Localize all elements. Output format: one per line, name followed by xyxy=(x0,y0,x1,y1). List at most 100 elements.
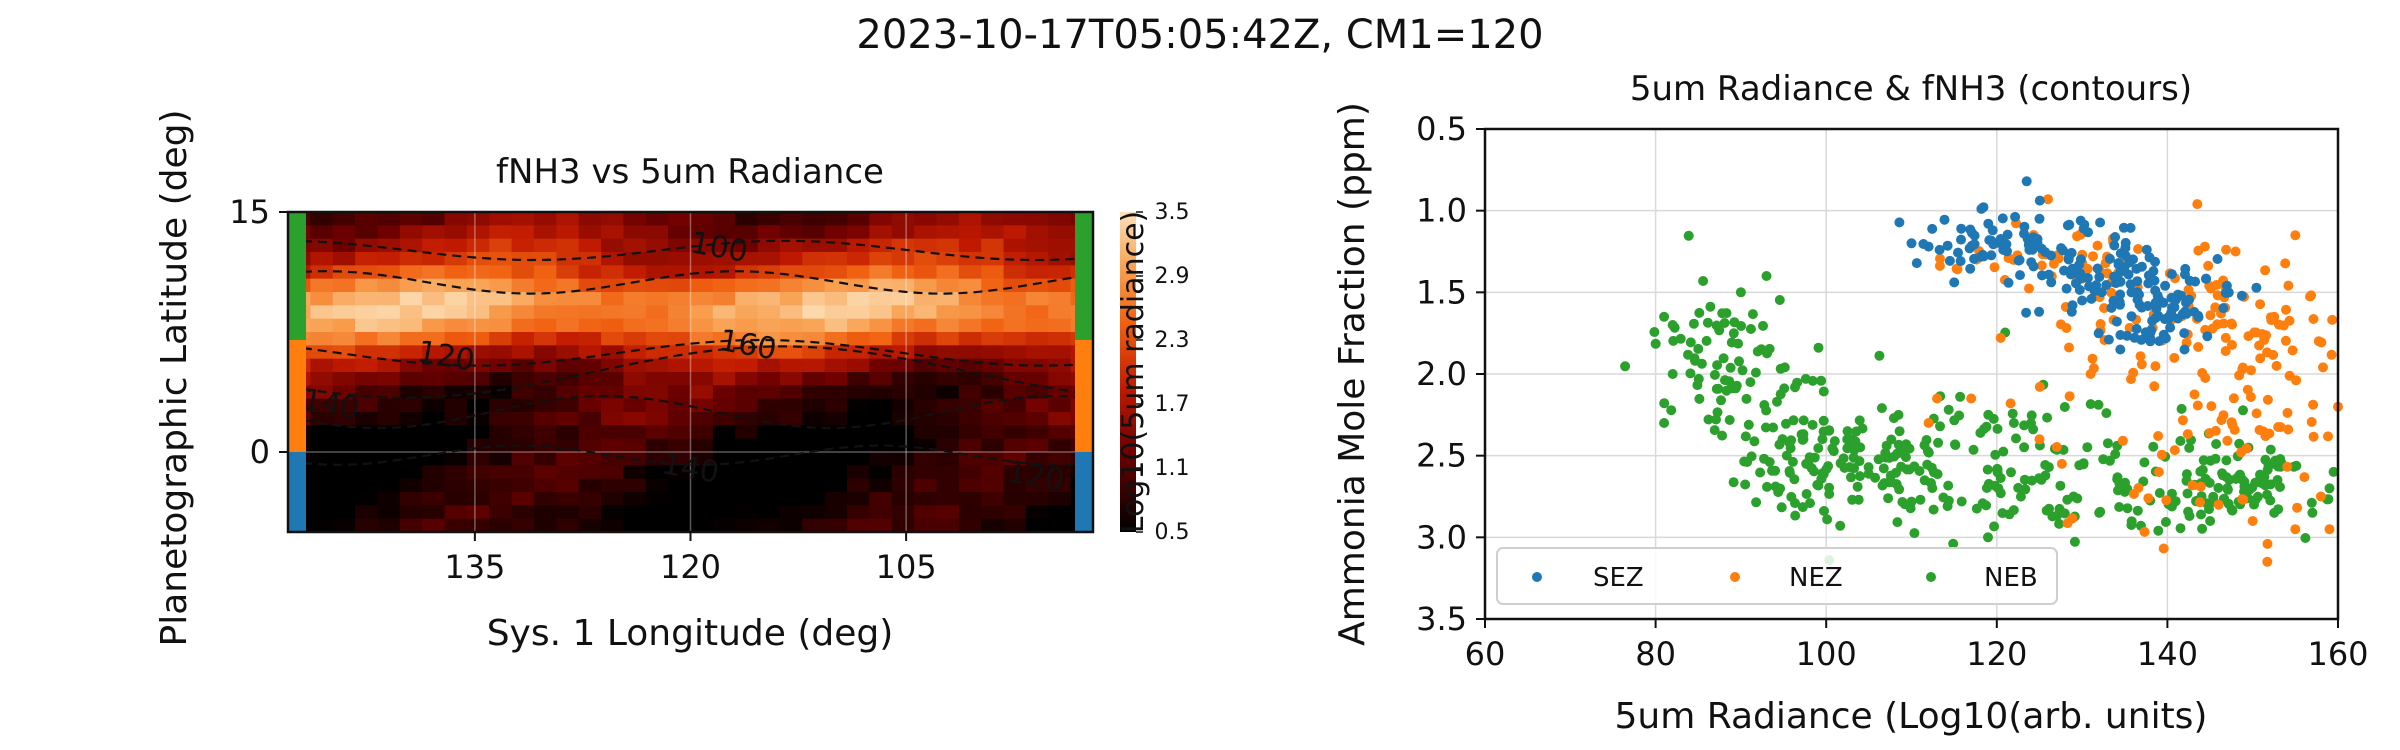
heatmap-cell xyxy=(355,305,379,320)
heatmap-cell xyxy=(802,372,826,386)
heatmap-cell xyxy=(601,292,625,306)
heatmap-cell xyxy=(533,478,557,493)
scatter-point-sez xyxy=(2014,255,2025,265)
heatmap-cell xyxy=(444,278,468,293)
scatter-y-tick-label: 3.0 xyxy=(1416,518,1467,556)
scatter-point-neb xyxy=(1786,491,1797,502)
scatter-point-nez xyxy=(2283,280,2294,291)
heatmap-cell xyxy=(578,278,602,293)
heatmap-cell xyxy=(355,492,379,506)
heatmap-cell xyxy=(690,465,714,480)
heatmap-cell xyxy=(533,412,557,426)
scatter-point-sez xyxy=(2015,270,2025,281)
heatmap-cell xyxy=(668,425,692,440)
scatter-point-neb xyxy=(1846,472,1856,483)
heatmap-cell xyxy=(1025,438,1049,453)
heatmap-cell xyxy=(623,305,647,320)
heatmap-cell xyxy=(1003,478,1027,493)
heatmap-cell xyxy=(489,265,513,280)
heatmap-cell xyxy=(914,492,938,506)
heatmap-cell xyxy=(578,305,602,320)
heatmap-cell xyxy=(1048,265,1072,280)
heatmap-cell xyxy=(623,412,647,426)
heatmap-cell xyxy=(981,265,1005,280)
heatmap-cell xyxy=(981,438,1005,453)
scatter-y-tick-label: 2.0 xyxy=(1416,355,1467,393)
heatmap-cell xyxy=(914,238,938,253)
heatmap-cell xyxy=(578,225,602,240)
scatter-point-neb xyxy=(1901,439,1912,450)
scatter-point-neb xyxy=(2323,494,2334,505)
scatter-point-neb xyxy=(1683,349,1693,360)
heatmap-cell xyxy=(847,505,870,520)
scatter-point-sez xyxy=(2170,294,2181,305)
heatmap-cell xyxy=(668,225,692,240)
heatmap-cell xyxy=(869,345,893,360)
scatter-point-nez xyxy=(2306,290,2317,301)
heatmap-cell xyxy=(757,518,781,533)
heatmap-cell xyxy=(533,332,557,346)
heatmap-cell xyxy=(466,438,490,453)
heatmap-cell xyxy=(802,452,826,466)
heatmap-cell xyxy=(936,412,960,426)
heatmap-cell xyxy=(578,438,602,453)
scatter-point-nez xyxy=(2271,360,2282,371)
heatmap-cell xyxy=(1048,332,1072,346)
heatmap-cell xyxy=(869,358,893,373)
scatter-point-neb xyxy=(2059,508,2070,519)
heatmap-cell xyxy=(1003,412,1027,426)
scatter-point-sez xyxy=(2094,272,2105,282)
heatmap-cell xyxy=(802,265,826,280)
scatter-point-neb xyxy=(1798,415,1809,426)
heatmap-cell xyxy=(1048,398,1072,413)
heatmap-cell xyxy=(623,478,647,493)
heatmap-cell xyxy=(936,292,960,306)
heatmap-cell xyxy=(869,252,893,266)
heatmap-cell xyxy=(1003,465,1027,480)
heatmap-cell xyxy=(668,358,692,373)
scatter-point-nez xyxy=(2308,431,2319,442)
scatter-point-neb xyxy=(1955,391,1966,402)
heatmap-cell xyxy=(578,425,602,440)
scatter-point-sez xyxy=(2218,303,2229,314)
heatmap-cell xyxy=(511,305,535,320)
heatmap-cell xyxy=(489,412,513,426)
scatter-point-nez xyxy=(2192,400,2203,411)
heatmap-cell xyxy=(556,478,580,493)
heatmap-cell xyxy=(1025,465,1049,480)
scatter-point-sez xyxy=(2158,297,2169,308)
heatmap-cell xyxy=(578,398,602,413)
heatmap-cell xyxy=(645,425,669,440)
scatter-point-neb xyxy=(1828,446,1839,457)
scatter-point-neb xyxy=(1693,343,1704,354)
heatmap-cell xyxy=(757,278,781,293)
scatter-point-sez xyxy=(2077,295,2088,306)
heatmap-cell xyxy=(601,345,625,360)
scatter-point-nez xyxy=(2259,335,2270,345)
heatmap-cell xyxy=(623,372,647,386)
scatter-point-neb xyxy=(2307,507,2318,518)
scatter-point-sez xyxy=(2158,329,2169,340)
scatter-point-sez xyxy=(2110,232,2121,242)
heatmap-cell xyxy=(623,505,647,520)
heatmap-cell xyxy=(489,518,513,533)
heatmap-cell xyxy=(869,372,893,386)
scatter-point-nez xyxy=(1952,264,1963,275)
heatmap-cell xyxy=(578,372,602,386)
heatmap-cell xyxy=(466,225,490,240)
heatmap-cell xyxy=(779,318,803,333)
scatter-point-neb xyxy=(2270,455,2281,466)
heatmap-cell xyxy=(310,305,334,320)
scatter-point-neb xyxy=(1998,446,2009,457)
heatmap-cell xyxy=(1003,305,1027,320)
scatter-point-neb xyxy=(1988,413,1999,424)
scatter-point-neb xyxy=(1968,444,1979,455)
scatter-point-nez xyxy=(2227,339,2237,350)
scatter-point-neb xyxy=(1942,501,1953,512)
scatter-point-neb xyxy=(1839,462,1850,473)
scatter-point-nez xyxy=(2126,374,2136,385)
heatmap-cell xyxy=(556,238,580,253)
scatter-point-neb xyxy=(1762,481,1772,492)
heatmap-cell xyxy=(422,265,446,280)
heatmap-cell xyxy=(958,252,982,266)
